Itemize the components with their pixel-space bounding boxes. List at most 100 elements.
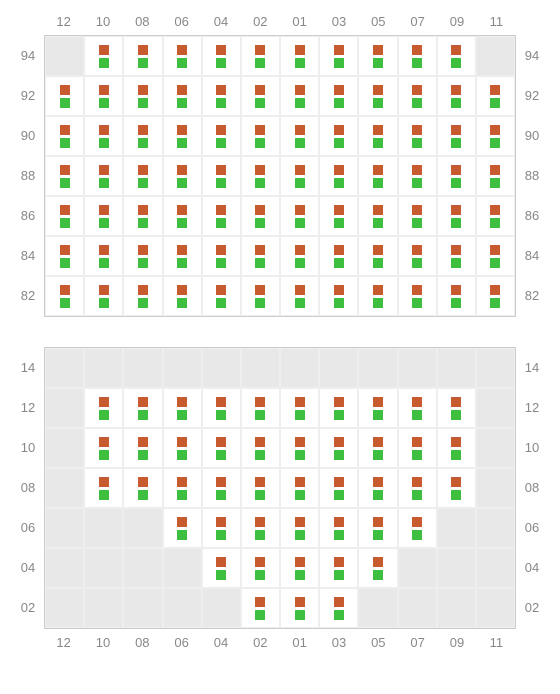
seat-cell[interactable] xyxy=(241,388,280,428)
seat-cell[interactable] xyxy=(163,196,202,236)
seat-cell[interactable] xyxy=(358,276,397,316)
seat-cell[interactable] xyxy=(398,76,437,116)
seat-cell[interactable] xyxy=(241,156,280,196)
seat-cell[interactable] xyxy=(358,236,397,276)
seat-cell[interactable] xyxy=(163,76,202,116)
seat-cell[interactable] xyxy=(280,236,319,276)
seat-cell[interactable] xyxy=(45,236,84,276)
seat-cell[interactable] xyxy=(163,156,202,196)
seat-cell[interactable] xyxy=(123,428,162,468)
seat-cell[interactable] xyxy=(280,156,319,196)
seat-cell[interactable] xyxy=(319,548,358,588)
seat-cell[interactable] xyxy=(123,468,162,508)
seat-cell[interactable] xyxy=(280,36,319,76)
seat-cell[interactable] xyxy=(476,236,515,276)
seat-cell[interactable] xyxy=(202,428,241,468)
seat-cell[interactable] xyxy=(398,236,437,276)
seat-cell[interactable] xyxy=(84,468,123,508)
seat-cell[interactable] xyxy=(319,36,358,76)
seat-cell[interactable] xyxy=(241,588,280,628)
seat-cell[interactable] xyxy=(241,76,280,116)
seat-cell[interactable] xyxy=(280,548,319,588)
seat-cell[interactable] xyxy=(84,36,123,76)
seat-cell[interactable] xyxy=(84,388,123,428)
seat-cell[interactable] xyxy=(45,116,84,156)
seat-cell[interactable] xyxy=(163,428,202,468)
seat-cell[interactable] xyxy=(437,156,476,196)
seat-cell[interactable] xyxy=(319,156,358,196)
seat-cell[interactable] xyxy=(163,276,202,316)
seat-cell[interactable] xyxy=(319,428,358,468)
seat-cell[interactable] xyxy=(358,468,397,508)
seat-cell[interactable] xyxy=(241,428,280,468)
seat-cell[interactable] xyxy=(358,548,397,588)
seat-cell[interactable] xyxy=(123,276,162,316)
seat-cell[interactable] xyxy=(437,428,476,468)
seat-cell[interactable] xyxy=(202,508,241,548)
seat-cell[interactable] xyxy=(358,76,397,116)
seat-cell[interactable] xyxy=(123,156,162,196)
seat-cell[interactable] xyxy=(476,196,515,236)
seat-cell[interactable] xyxy=(398,388,437,428)
seat-cell[interactable] xyxy=(476,276,515,316)
seat-cell[interactable] xyxy=(319,276,358,316)
seat-cell[interactable] xyxy=(319,236,358,276)
seat-cell[interactable] xyxy=(202,388,241,428)
seat-cell[interactable] xyxy=(123,116,162,156)
seat-cell[interactable] xyxy=(123,76,162,116)
seat-cell[interactable] xyxy=(280,388,319,428)
seat-cell[interactable] xyxy=(241,196,280,236)
seat-cell[interactable] xyxy=(163,468,202,508)
seat-cell[interactable] xyxy=(45,196,84,236)
seat-cell[interactable] xyxy=(319,116,358,156)
seat-cell[interactable] xyxy=(241,468,280,508)
seat-cell[interactable] xyxy=(437,76,476,116)
seat-cell[interactable] xyxy=(319,468,358,508)
seat-cell[interactable] xyxy=(84,276,123,316)
seat-cell[interactable] xyxy=(280,76,319,116)
seat-cell[interactable] xyxy=(319,508,358,548)
seat-cell[interactable] xyxy=(123,196,162,236)
seat-cell[interactable] xyxy=(358,156,397,196)
seat-cell[interactable] xyxy=(358,36,397,76)
seat-cell[interactable] xyxy=(84,428,123,468)
seat-cell[interactable] xyxy=(123,388,162,428)
seat-cell[interactable] xyxy=(319,388,358,428)
seat-cell[interactable] xyxy=(398,36,437,76)
seat-cell[interactable] xyxy=(202,548,241,588)
seat-cell[interactable] xyxy=(358,116,397,156)
seat-cell[interactable] xyxy=(202,276,241,316)
seat-cell[interactable] xyxy=(437,388,476,428)
seat-cell[interactable] xyxy=(241,116,280,156)
seat-cell[interactable] xyxy=(358,428,397,468)
seat-cell[interactable] xyxy=(358,388,397,428)
seat-cell[interactable] xyxy=(163,236,202,276)
seat-cell[interactable] xyxy=(398,156,437,196)
seat-cell[interactable] xyxy=(84,196,123,236)
seat-cell[interactable] xyxy=(437,236,476,276)
seat-cell[interactable] xyxy=(437,468,476,508)
seat-cell[interactable] xyxy=(280,196,319,236)
seat-cell[interactable] xyxy=(398,468,437,508)
seat-cell[interactable] xyxy=(84,236,123,276)
seat-cell[interactable] xyxy=(398,116,437,156)
seat-cell[interactable] xyxy=(476,76,515,116)
seat-cell[interactable] xyxy=(202,36,241,76)
seat-cell[interactable] xyxy=(163,116,202,156)
seat-cell[interactable] xyxy=(437,196,476,236)
seat-cell[interactable] xyxy=(163,508,202,548)
seat-cell[interactable] xyxy=(202,156,241,196)
seat-cell[interactable] xyxy=(280,468,319,508)
seat-cell[interactable] xyxy=(319,588,358,628)
seat-cell[interactable] xyxy=(84,156,123,196)
seat-cell[interactable] xyxy=(398,428,437,468)
seat-cell[interactable] xyxy=(280,276,319,316)
seat-cell[interactable] xyxy=(241,548,280,588)
seat-cell[interactable] xyxy=(319,76,358,116)
seat-cell[interactable] xyxy=(45,76,84,116)
seat-cell[interactable] xyxy=(241,508,280,548)
seat-cell[interactable] xyxy=(163,36,202,76)
seat-cell[interactable] xyxy=(202,236,241,276)
seat-cell[interactable] xyxy=(437,36,476,76)
seat-cell[interactable] xyxy=(280,508,319,548)
